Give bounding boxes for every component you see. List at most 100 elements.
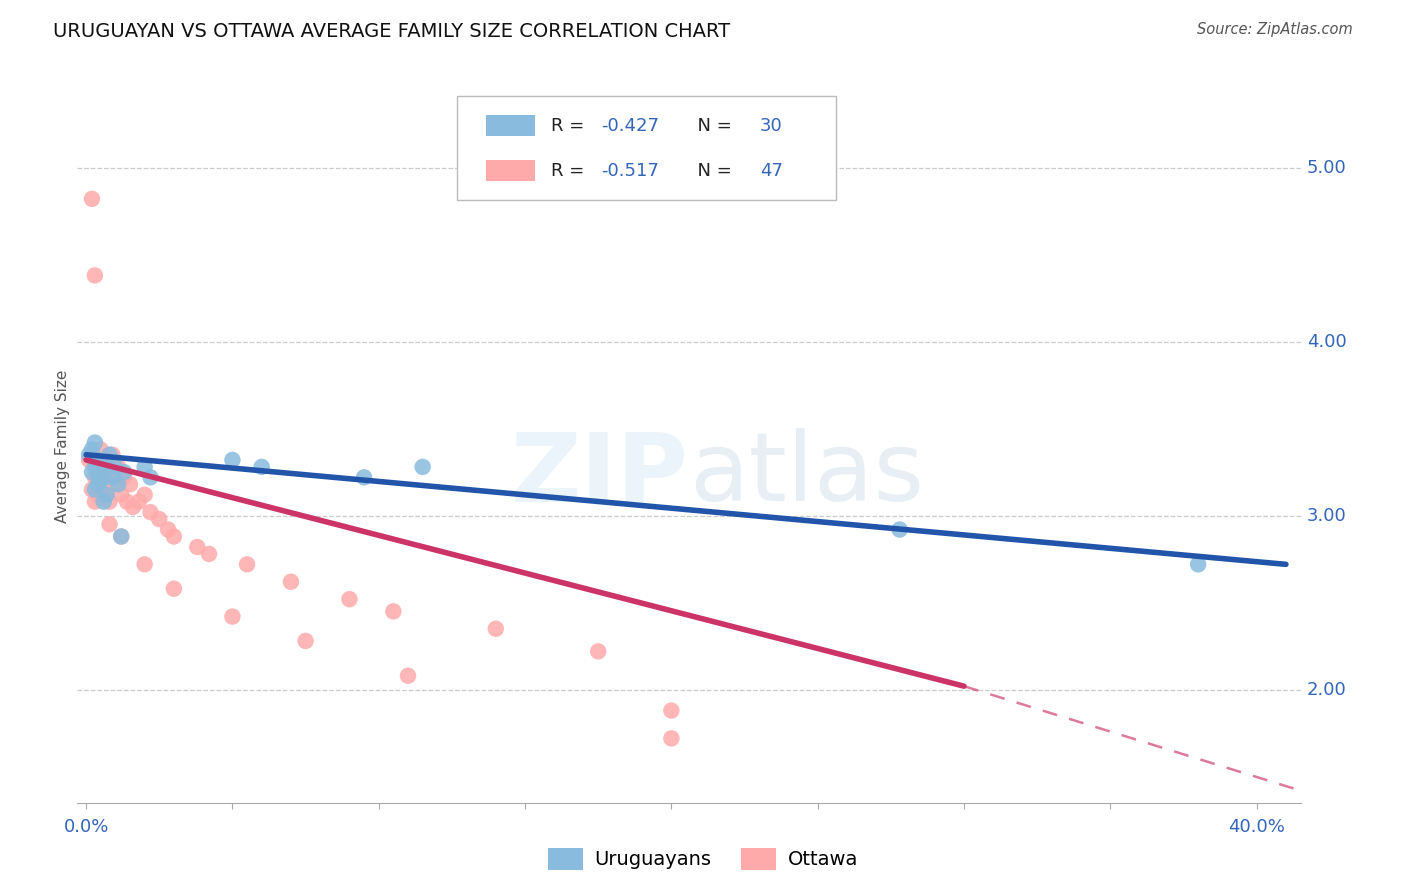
Point <box>122 500 145 514</box>
Point <box>339 592 361 607</box>
Point <box>661 731 683 746</box>
Text: -0.517: -0.517 <box>600 161 659 179</box>
Text: 4.00: 4.00 <box>1306 333 1347 351</box>
Point <box>221 609 243 624</box>
Point <box>93 470 115 484</box>
Point <box>96 488 118 502</box>
Point <box>134 459 156 474</box>
Point <box>353 470 375 484</box>
Text: 40.0%: 40.0% <box>1229 819 1285 837</box>
Point <box>586 644 609 658</box>
Point <box>98 494 121 508</box>
Text: -0.427: -0.427 <box>600 117 659 135</box>
Point <box>87 477 110 491</box>
Point <box>87 477 110 491</box>
Text: URUGUAYAN VS OTTAWA AVERAGE FAMILY SIZE CORRELATION CHART: URUGUAYAN VS OTTAWA AVERAGE FAMILY SIZE … <box>53 22 731 41</box>
Text: 2.00: 2.00 <box>1306 681 1347 698</box>
Point <box>83 435 105 450</box>
Point <box>77 448 100 462</box>
Point <box>134 558 156 572</box>
Point <box>104 459 127 474</box>
Point <box>294 634 316 648</box>
Point <box>87 488 110 502</box>
FancyBboxPatch shape <box>486 160 534 181</box>
Point <box>396 669 419 683</box>
Point <box>101 470 124 484</box>
Point <box>139 470 162 484</box>
Point <box>118 477 141 491</box>
Point <box>139 505 162 519</box>
Point <box>110 529 132 543</box>
Point <box>889 523 911 537</box>
Point <box>83 494 105 508</box>
Text: R =: R = <box>551 161 589 179</box>
Text: 47: 47 <box>759 161 783 179</box>
Point <box>134 488 156 502</box>
Text: 30: 30 <box>759 117 783 135</box>
Point <box>80 465 103 479</box>
Point <box>101 448 124 462</box>
Text: 0.0%: 0.0% <box>63 819 108 837</box>
Point <box>90 442 112 457</box>
Point <box>96 488 118 502</box>
Point <box>115 494 138 508</box>
Text: N =: N = <box>686 117 738 135</box>
Point <box>110 488 132 502</box>
Point <box>163 582 186 596</box>
Point <box>198 547 221 561</box>
Point <box>280 574 302 589</box>
Point <box>80 192 103 206</box>
Point <box>382 604 405 618</box>
Point <box>80 483 103 497</box>
Text: Source: ZipAtlas.com: Source: ZipAtlas.com <box>1197 22 1353 37</box>
Text: 5.00: 5.00 <box>1306 159 1347 177</box>
Point <box>93 459 115 474</box>
Point <box>93 477 115 491</box>
Point <box>148 512 170 526</box>
Point <box>412 459 434 474</box>
FancyBboxPatch shape <box>457 96 835 200</box>
Point <box>83 470 105 484</box>
Point <box>87 453 110 467</box>
Text: ZIP: ZIP <box>510 428 689 521</box>
Point <box>90 470 112 484</box>
Point <box>163 529 186 543</box>
Point <box>83 483 105 497</box>
Text: atlas: atlas <box>689 428 924 521</box>
Legend: Uruguayans, Ottawa: Uruguayans, Ottawa <box>540 839 866 878</box>
Point <box>96 457 118 471</box>
Point <box>93 459 115 474</box>
Point <box>104 477 127 491</box>
Point <box>98 470 121 484</box>
Point <box>110 529 132 543</box>
Point <box>1187 558 1209 572</box>
Point <box>485 622 508 636</box>
Point <box>93 494 115 508</box>
Point <box>107 459 129 474</box>
Point <box>96 453 118 467</box>
Y-axis label: Average Family Size: Average Family Size <box>55 369 70 523</box>
Point <box>77 453 100 467</box>
Point <box>221 453 243 467</box>
Point <box>83 459 105 474</box>
Point <box>80 442 103 457</box>
Text: R =: R = <box>551 117 589 135</box>
Point <box>98 517 121 532</box>
Point <box>250 459 273 474</box>
Point <box>98 448 121 462</box>
Point <box>112 470 135 484</box>
Point <box>661 704 683 718</box>
Point <box>112 465 135 479</box>
Point <box>236 558 259 572</box>
Point <box>107 477 129 491</box>
Point <box>83 268 105 283</box>
Point <box>157 523 180 537</box>
Point <box>90 474 112 488</box>
Point <box>90 457 112 471</box>
Point <box>186 540 208 554</box>
Point <box>128 494 150 508</box>
Text: 3.00: 3.00 <box>1306 507 1347 524</box>
Text: N =: N = <box>686 161 738 179</box>
Point <box>87 465 110 479</box>
FancyBboxPatch shape <box>486 115 534 136</box>
